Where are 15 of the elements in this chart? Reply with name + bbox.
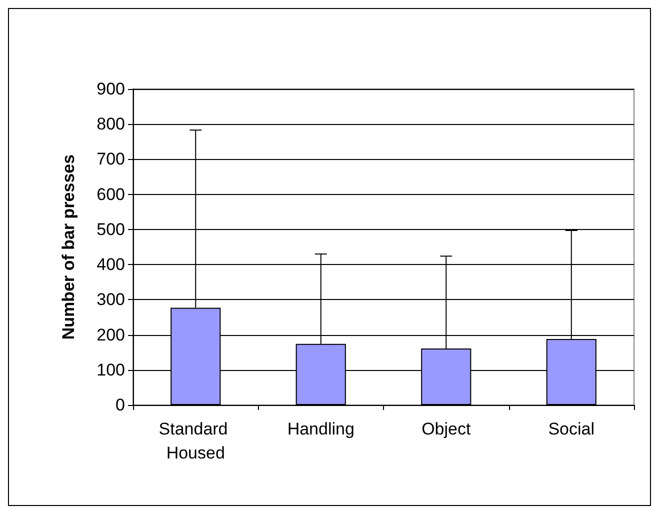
y-tick-label: 500 <box>96 220 125 239</box>
y-tick-label: 700 <box>96 150 125 169</box>
y-tick-label: 200 <box>96 325 125 344</box>
x-tick-label: Standard Housed <box>158 420 232 462</box>
x-tick-label: Social <box>548 420 595 438</box>
x-tick-label: Object <box>422 420 471 438</box>
x-tick-label: Handling <box>287 420 354 438</box>
y-tick-label: 100 <box>96 360 125 380</box>
y-tick-label: 300 <box>96 290 125 310</box>
y-tick-label: 400 <box>96 255 125 274</box>
y-tick-label: 800 <box>96 114 125 134</box>
y-tick-label: 0 <box>116 396 125 414</box>
y-tick-label: 600 <box>96 184 125 204</box>
y-axis-title: Number of bar presses <box>59 154 78 340</box>
y-tick-label: 900 <box>96 80 125 98</box>
